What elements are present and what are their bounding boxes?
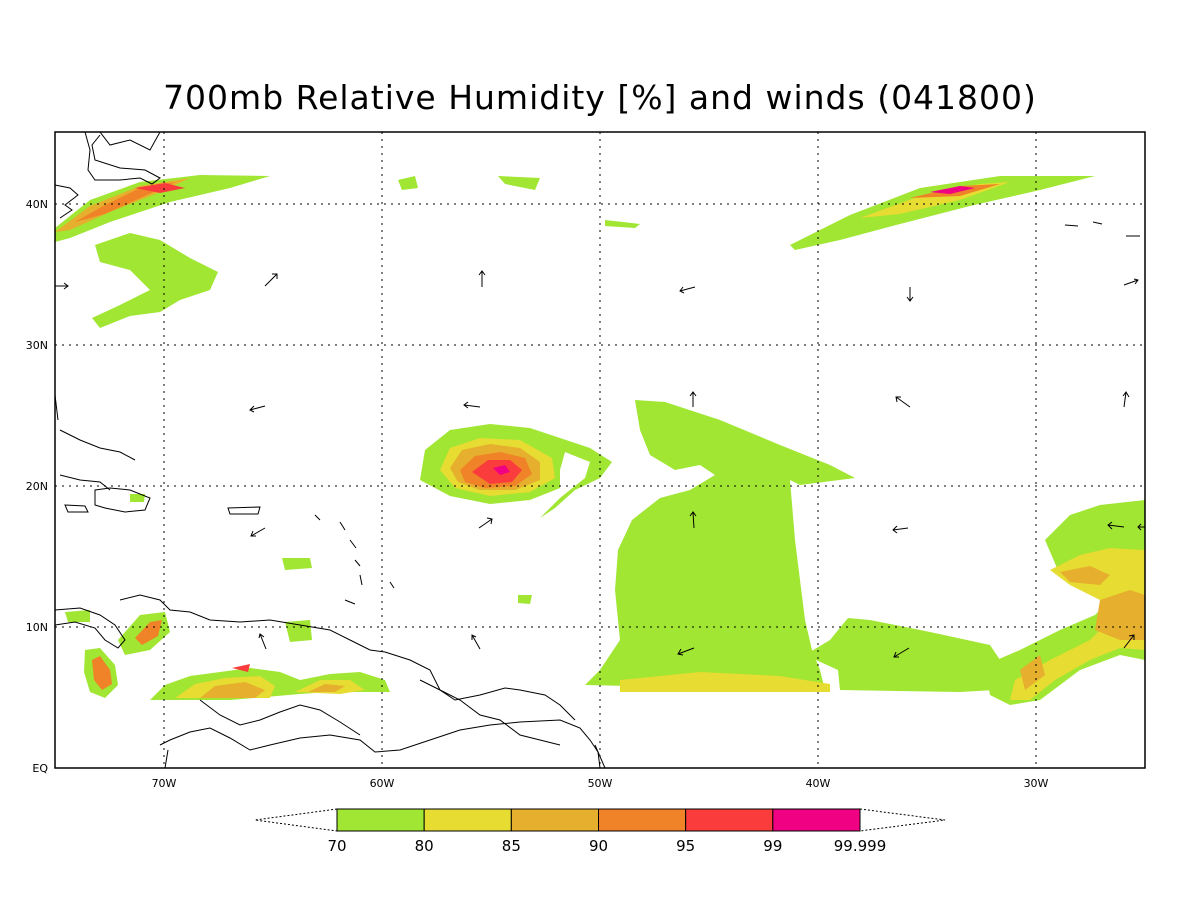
humidity-region <box>805 618 1000 692</box>
humidity-region <box>620 672 830 692</box>
coastline-azores <box>1064 221 1140 237</box>
plot-frame <box>54 131 1146 769</box>
wind-arrow <box>1107 521 1125 530</box>
wind-arrow <box>258 633 267 650</box>
humidity-region <box>398 176 418 190</box>
humidity-region <box>605 220 640 228</box>
wind-arrow <box>1137 523 1145 531</box>
colorbar-swatch <box>685 808 774 832</box>
lon-label: 70W <box>152 777 177 790</box>
humidity-fields <box>55 175 1145 705</box>
lat-axis-labels: 40N 30N 20N 10N EQ <box>26 198 49 775</box>
wind-arrows <box>55 270 1145 658</box>
coastline-puerto-rico <box>227 506 261 515</box>
coastline-central-america <box>119 594 386 653</box>
wind-arrow <box>679 286 696 294</box>
humidity-region <box>130 494 145 502</box>
humidity-region <box>518 595 532 604</box>
colorbar-swatch <box>336 808 425 832</box>
colorbar-label: 70 <box>327 837 346 855</box>
coastline-south-america <box>164 744 606 768</box>
coastline-south-america <box>419 679 561 746</box>
wind-arrow <box>249 405 266 413</box>
wind-arrow <box>689 391 697 407</box>
coastline-central-america <box>55 607 126 649</box>
humidity-region <box>75 182 175 222</box>
colorbar-swatch <box>772 808 861 832</box>
coastline-hispaniola <box>94 487 151 513</box>
wind-arrow <box>478 517 493 529</box>
coastline-northeast-us <box>84 132 161 185</box>
lon-label: 60W <box>370 777 395 790</box>
coastline-cuba <box>59 474 111 491</box>
wind-arrow <box>1122 391 1130 408</box>
colorbar-left-extension <box>254 808 338 832</box>
wind-arrow <box>893 647 910 658</box>
humidity-region <box>135 620 162 645</box>
lat-label: 10N <box>26 621 48 634</box>
colorbar-label: 99.999 <box>834 837 887 855</box>
humidity-region <box>585 400 855 690</box>
lon-label: 50W <box>588 777 613 790</box>
colorbar-label: 85 <box>502 837 521 855</box>
humidity-region <box>308 684 345 692</box>
wind-arrow <box>677 647 695 656</box>
coastline-islands <box>314 514 395 605</box>
coastline-northeast-us <box>55 184 79 219</box>
grid-lines <box>55 132 1145 768</box>
humidity-region <box>65 610 90 622</box>
lat-label: 40N <box>26 198 48 211</box>
humidity-region <box>498 176 540 190</box>
coastline-south-america <box>159 719 601 768</box>
lon-axis-labels: 70W 60W 50W 40W 30W <box>152 777 1049 790</box>
wind-arrow <box>906 287 914 302</box>
map-title: 700mb Relative Humidity [%] and winds (0… <box>163 78 1037 117</box>
humidity-region <box>1010 548 1145 700</box>
wind-arrow <box>1123 634 1135 649</box>
colorbar-right-extension <box>859 808 946 832</box>
humidity-region <box>92 656 112 690</box>
humidity-region <box>1020 655 1045 690</box>
coastline-cuba <box>59 429 136 461</box>
wind-arrow <box>1123 278 1139 286</box>
wind-arrow <box>264 273 278 287</box>
humidity-region <box>1095 590 1145 640</box>
colorbar-label: 80 <box>415 837 434 855</box>
wind-arrow <box>478 270 486 287</box>
wind-arrow <box>892 525 909 534</box>
wind-arrow <box>463 401 481 409</box>
humidity-region <box>790 176 1095 250</box>
colorbar-label: 99 <box>763 837 782 855</box>
humidity-region <box>200 682 265 698</box>
colorbar: 70 80 85 90 95 99 99.999 <box>254 808 946 855</box>
humidity-region <box>493 465 510 475</box>
wind-arrow <box>689 511 697 529</box>
wind-arrow <box>250 527 266 537</box>
humidity-region <box>135 183 185 193</box>
lat-label: 30N <box>26 339 48 352</box>
humidity-region <box>92 233 218 328</box>
wind-arrow <box>55 282 69 290</box>
colorbar-label: 95 <box>676 837 695 855</box>
coastline-south-america <box>384 651 576 721</box>
lon-label: 40W <box>806 777 831 790</box>
wind-arrow <box>895 396 911 408</box>
humidity-region <box>282 558 312 570</box>
humidity-region <box>1060 566 1110 585</box>
colorbar-swatch <box>423 808 512 832</box>
colorbar-swatch <box>510 808 600 832</box>
coastline-jamaica <box>64 504 89 513</box>
lat-label: EQ <box>32 762 48 775</box>
wind-arrow <box>471 634 481 650</box>
coastline-south-america <box>199 699 361 736</box>
humidity-region <box>232 664 250 672</box>
humidity-region <box>930 186 975 194</box>
coastline-canada <box>99 132 161 151</box>
colorbar-swatch <box>598 808 687 832</box>
lon-label: 30W <box>1024 777 1049 790</box>
lat-label: 20N <box>26 480 48 493</box>
colorbar-label: 90 <box>589 837 608 855</box>
